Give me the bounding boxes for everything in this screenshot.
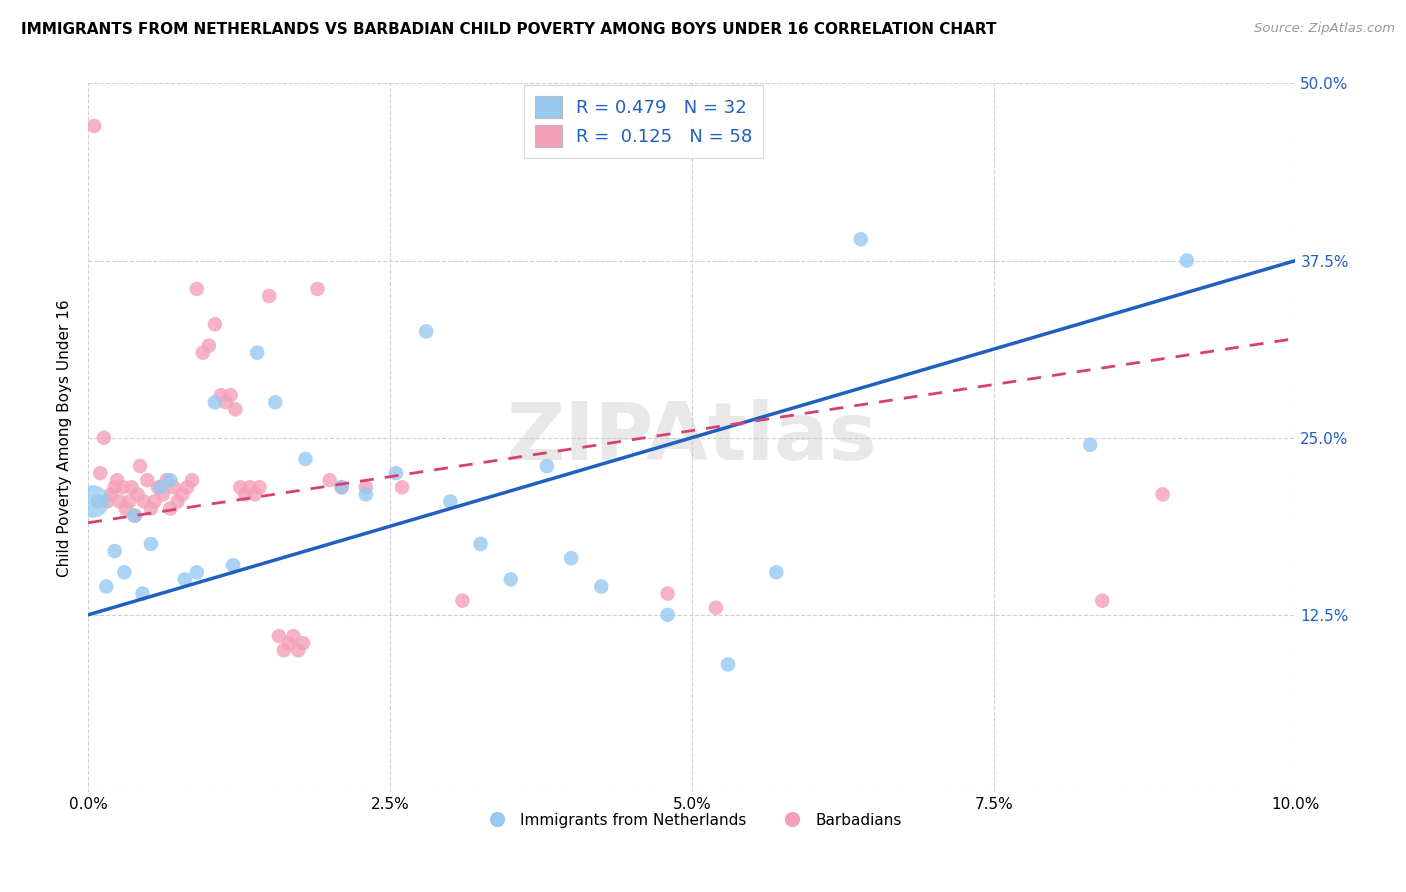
Point xyxy=(159,473,181,487)
Point xyxy=(1175,253,1198,268)
Point xyxy=(283,629,305,643)
Point xyxy=(148,480,170,494)
Point xyxy=(267,629,290,643)
Point xyxy=(264,395,287,409)
Point xyxy=(108,494,131,508)
Point xyxy=(181,473,204,487)
Point xyxy=(204,318,226,332)
Point xyxy=(415,325,437,339)
Point xyxy=(704,600,727,615)
Point xyxy=(82,494,104,508)
Point xyxy=(104,544,127,558)
Point xyxy=(166,494,188,508)
Point xyxy=(273,643,295,657)
Point xyxy=(560,551,582,566)
Point xyxy=(87,494,110,508)
Point xyxy=(765,566,787,580)
Point xyxy=(249,480,271,494)
Point xyxy=(191,345,214,359)
Point xyxy=(172,487,194,501)
Point xyxy=(100,487,122,501)
Point xyxy=(591,579,613,593)
Point xyxy=(246,345,269,359)
Point xyxy=(385,466,408,480)
Point xyxy=(657,607,679,622)
Point xyxy=(330,480,353,494)
Point xyxy=(1078,438,1101,452)
Point xyxy=(143,494,166,508)
Point xyxy=(224,402,246,417)
Point xyxy=(233,487,256,501)
Point xyxy=(439,494,461,508)
Point xyxy=(96,579,118,593)
Point xyxy=(330,480,353,494)
Point xyxy=(152,487,174,501)
Point xyxy=(451,593,474,607)
Point xyxy=(354,487,377,501)
Point xyxy=(129,458,152,473)
Point xyxy=(173,573,195,587)
Point xyxy=(132,494,155,508)
Text: Source: ZipAtlas.com: Source: ZipAtlas.com xyxy=(1254,22,1395,36)
Point xyxy=(536,458,558,473)
Point xyxy=(287,643,309,657)
Point xyxy=(136,473,159,487)
Point xyxy=(499,573,522,587)
Point xyxy=(163,480,186,494)
Point xyxy=(176,480,198,494)
Point xyxy=(318,473,340,487)
Point xyxy=(131,586,153,600)
Point xyxy=(391,480,413,494)
Point xyxy=(294,452,316,467)
Point xyxy=(219,388,242,402)
Point xyxy=(186,566,208,580)
Text: ZIPAtlas: ZIPAtlas xyxy=(506,399,877,476)
Point xyxy=(104,480,127,494)
Point xyxy=(93,431,115,445)
Point xyxy=(198,338,221,352)
Text: IMMIGRANTS FROM NETHERLANDS VS BARBADIAN CHILD POVERTY AMONG BOYS UNDER 16 CORRE: IMMIGRANTS FROM NETHERLANDS VS BARBADIAN… xyxy=(21,22,997,37)
Point xyxy=(159,501,181,516)
Point xyxy=(139,501,162,516)
Point xyxy=(105,473,128,487)
Point xyxy=(89,466,111,480)
Point xyxy=(112,566,135,580)
Point xyxy=(186,282,208,296)
Point xyxy=(257,289,280,303)
Point xyxy=(849,232,872,246)
Point xyxy=(112,480,135,494)
Point xyxy=(156,473,179,487)
Point xyxy=(1152,487,1174,501)
Point xyxy=(204,395,226,409)
Point xyxy=(470,537,492,551)
Point xyxy=(215,395,238,409)
Point xyxy=(1091,593,1114,607)
Point xyxy=(209,388,232,402)
Point xyxy=(243,487,266,501)
Point xyxy=(292,636,315,650)
Point xyxy=(222,558,245,573)
Point xyxy=(229,480,252,494)
Legend: Immigrants from Netherlands, Barbadians: Immigrants from Netherlands, Barbadians xyxy=(475,806,908,834)
Point xyxy=(277,636,299,650)
Point xyxy=(354,480,377,494)
Point xyxy=(114,501,136,516)
Point xyxy=(657,586,679,600)
Point xyxy=(139,537,162,551)
Point xyxy=(149,480,172,494)
Point xyxy=(127,487,149,501)
Y-axis label: Child Poverty Among Boys Under 16: Child Poverty Among Boys Under 16 xyxy=(58,299,72,576)
Point xyxy=(717,657,740,672)
Point xyxy=(124,508,146,523)
Point xyxy=(122,508,145,523)
Point xyxy=(239,480,262,494)
Point xyxy=(307,282,329,296)
Point xyxy=(118,494,141,508)
Point xyxy=(83,119,105,133)
Point xyxy=(96,494,118,508)
Point xyxy=(121,480,143,494)
